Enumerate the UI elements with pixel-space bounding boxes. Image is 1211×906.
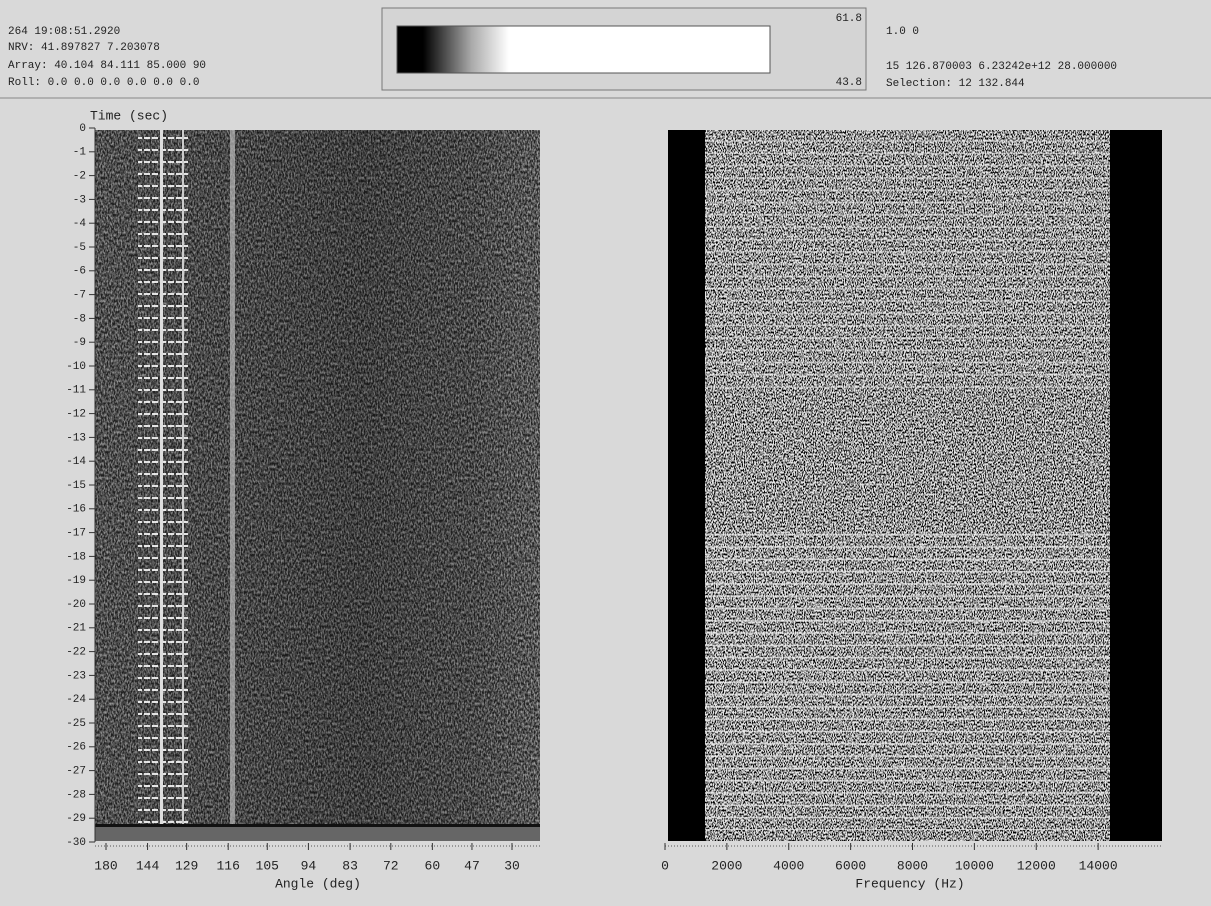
y-tick-label: -11 (66, 385, 86, 397)
colorbar-min: 43.8 (836, 77, 862, 89)
y-tick-label: -15 (66, 480, 86, 492)
y-tick-label: -13 (66, 432, 86, 444)
y-tick-label: -28 (66, 789, 86, 801)
x-tick-label: 94 (301, 858, 317, 873)
y-tick-label: -20 (66, 599, 86, 611)
frequency-time-image (668, 130, 1162, 841)
x-tick-label: 129 (175, 858, 198, 873)
colorbar-max: 61.8 (836, 13, 862, 25)
x-tick-label: 180 (94, 858, 117, 873)
x-tick-label: 0 (661, 858, 669, 873)
y-tick-label: -9 (73, 337, 86, 349)
x-tick-label: 116 (216, 858, 239, 873)
x-tick-label: 8000 (897, 858, 928, 873)
app-window: {"header":{"timestamp":"264 19:08:51.292… (0, 0, 1211, 901)
y-tick-label: -17 (66, 528, 86, 540)
y-tick-label: -4 (73, 218, 87, 230)
y-tick-label: -30 (66, 837, 86, 849)
y-tick-label: -19 (66, 575, 86, 587)
y-tick-label: -3 (73, 194, 86, 206)
x-tick-label: 10000 (955, 858, 994, 873)
x-tick-label: 47 (464, 858, 480, 873)
y-tick-label: -8 (73, 313, 86, 325)
x-tick-label: 6000 (835, 858, 866, 873)
y-tick-label: -7 (73, 290, 86, 302)
x-tick-label: 2000 (711, 858, 742, 873)
x-tick-label: 83 (342, 858, 358, 873)
x-axis-label: Frequency (Hz) (855, 876, 964, 891)
array: Array: 40.104 84.111 85.000 90 (8, 60, 206, 72)
status-line: 1.0 0 (886, 26, 919, 38)
angle-time-image (95, 130, 540, 841)
y-tick-label: -21 (66, 623, 86, 635)
y-tick-label: -12 (66, 409, 86, 421)
y-tick-label: -23 (66, 670, 86, 682)
y-tick-label: -22 (66, 647, 86, 659)
status-line: 15 126.870003 6.23242e+12 28.000000 (886, 61, 1117, 73)
x-tick-label: 12000 (1017, 858, 1056, 873)
x-tick-label: 144 (136, 858, 160, 873)
x-tick-label: 14000 (1079, 858, 1118, 873)
y-tick-label: -5 (73, 242, 86, 254)
y-tick-label: -18 (66, 551, 86, 563)
y-tick-label: -2 (73, 171, 86, 183)
x-axis-label: Angle (deg) (275, 876, 361, 891)
x-tick-label: 4000 (773, 858, 804, 873)
y-tick-label: -14 (66, 456, 86, 468)
selection: Selection: 12 132.844 (886, 78, 1025, 90)
y-tick-label: -6 (73, 266, 86, 278)
x-tick-label: 30 (504, 858, 520, 873)
y-tick-label: -26 (66, 742, 86, 754)
x-tick-label: 72 (383, 858, 399, 873)
x-tick-label: 60 (425, 858, 441, 873)
y-tick-label: -25 (66, 718, 86, 730)
x-tick-label: 105 (256, 858, 279, 873)
y-tick-label: -16 (66, 504, 86, 516)
y-tick-label: -27 (66, 766, 86, 778)
y-axis-label: Time (sec) (90, 108, 168, 123)
timestamp: 264 19:08:51.2920 (8, 26, 120, 38)
y-tick-label: -1 (73, 147, 87, 159)
nrv: NRV: 41.897827 7.203078 (8, 42, 160, 54)
display: 264 19:08:51.2920 NRV: 41.897827 7.20307… (0, 0, 1211, 901)
y-tick-label: -24 (66, 694, 86, 706)
y-tick-label: 0 (79, 123, 86, 135)
colorbar (397, 26, 770, 73)
y-tick-label: -10 (66, 361, 86, 373)
y-tick-label: -29 (66, 813, 86, 825)
roll: Roll: 0.0 0.0 0.0 0.0 0.0 0.0 (8, 77, 199, 89)
